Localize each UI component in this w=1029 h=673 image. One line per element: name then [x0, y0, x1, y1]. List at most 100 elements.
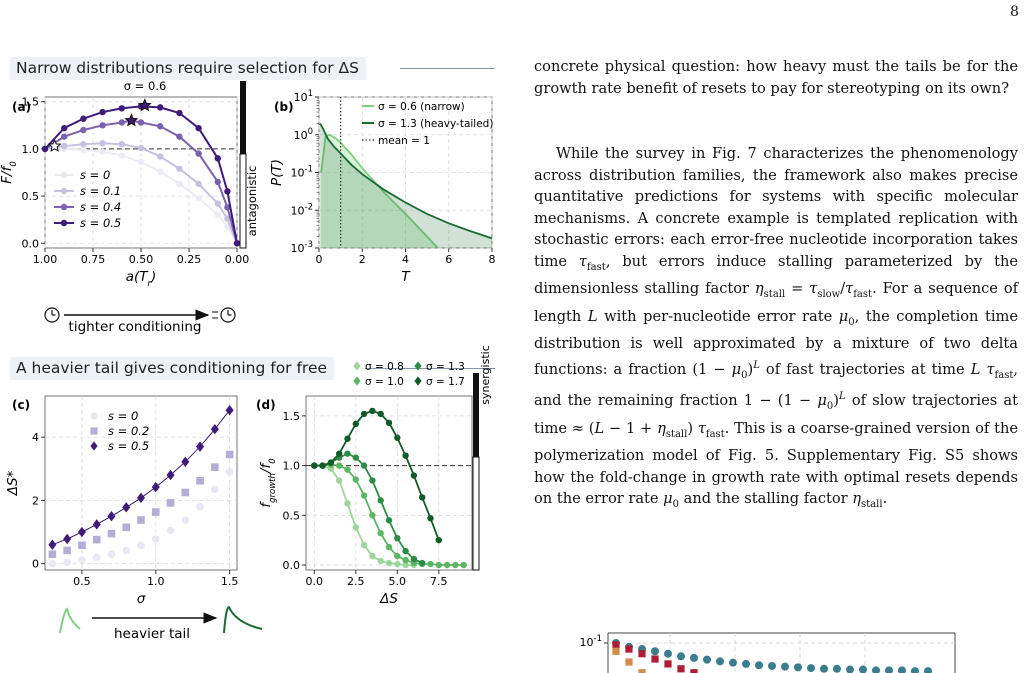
- data-point: [352, 524, 359, 531]
- synergistic-bar-fill: [473, 373, 479, 457]
- x-tick-label: 7.5: [430, 575, 448, 588]
- data-point: [60, 187, 68, 195]
- data-point: [394, 560, 401, 568]
- data-point: [63, 546, 71, 555]
- data-point: [394, 534, 401, 542]
- data-point: [210, 424, 219, 435]
- antagonistic-bar-fill: [240, 81, 246, 154]
- y-tick-label: 0.0: [283, 559, 301, 572]
- data-point: [414, 361, 422, 371]
- data-point: [224, 188, 231, 195]
- y-tick-label: 100: [294, 127, 313, 142]
- data-point: [402, 547, 409, 555]
- plot-frame: [44, 395, 238, 571]
- data-point: [195, 124, 202, 132]
- legend-label: σ = 1.3: [426, 361, 465, 373]
- data-point: [92, 553, 101, 562]
- data-point: [336, 450, 343, 457]
- y-axis-label: fgrowth/f0: [258, 458, 278, 507]
- y-tick-label: 0.0: [22, 237, 40, 250]
- data-point: [166, 526, 175, 535]
- paragraph-1: concrete physical question: how heavy mu…: [534, 58, 1018, 97]
- data-point: [196, 441, 205, 452]
- legend-label: σ = 1.7: [426, 376, 465, 388]
- data-point: [137, 144, 145, 152]
- data-point: [443, 561, 451, 569]
- data-point: [92, 519, 101, 530]
- data-point: [377, 530, 384, 537]
- optimum-star-icon: [137, 98, 152, 112]
- data-point: [151, 481, 160, 493]
- data-point: [794, 663, 802, 672]
- panel-c: 0.5 1.0 1.5 0 2 4 σ ΔS* s = 0s = 0.2s = 0.5: [5, 395, 239, 607]
- legend-label: σ = 1.3 (heavy-tailed): [378, 118, 493, 130]
- panel-d: 0.0 2.5 5.0 7.5 0.0 0.5 1.0 1.5 ΔS fgrowth/f0 σ = …: [258, 361, 473, 607]
- series-area: [320, 123, 492, 248]
- legend-label: s = 0: [80, 168, 110, 182]
- data-point: [166, 499, 175, 507]
- clock-fast-icon: [212, 307, 236, 323]
- data-point: [176, 180, 183, 188]
- data-point: [211, 485, 219, 494]
- data-point: [377, 497, 384, 504]
- data-point: [394, 434, 401, 441]
- panel-label-b: (b): [274, 100, 294, 114]
- series-line: [44, 105, 238, 244]
- data-point: [385, 419, 393, 427]
- legend-label: s = 0.5: [108, 439, 149, 453]
- chart-title: σ = 0.6: [124, 79, 167, 93]
- data-point: [60, 133, 68, 140]
- data-point: [369, 477, 376, 484]
- data-point: [214, 211, 221, 219]
- optimum-star-icon: [124, 113, 139, 127]
- data-point: [196, 476, 204, 485]
- legend-label: σ = 0.8: [365, 361, 404, 373]
- data-point: [60, 203, 68, 211]
- data-point: [225, 405, 234, 416]
- data-point: [176, 165, 183, 172]
- data-point: [48, 559, 57, 568]
- synergistic-label: synergistic: [479, 345, 492, 405]
- data-point: [612, 641, 620, 649]
- data-point: [157, 168, 164, 175]
- section-rule: [365, 368, 495, 369]
- data-point: [60, 219, 68, 227]
- data-point: [137, 541, 145, 550]
- data-point: [99, 108, 106, 116]
- x-axis-label: a(Tr): [126, 269, 157, 289]
- figure: (a) (b) (c) (d) 1.00 0.75 0.50 0.25 0.000.00…: [0, 79, 496, 642]
- data-point: [651, 655, 659, 663]
- synergistic-bar-outline: [472, 456, 480, 571]
- data-point: [385, 517, 393, 524]
- y-tick-label: 10-3: [291, 240, 313, 255]
- data-point: [195, 150, 202, 157]
- y-tick-label: 1.5: [283, 410, 301, 423]
- data-point: [360, 462, 368, 469]
- x-tick-label: 1.5: [221, 575, 239, 588]
- data-point: [99, 122, 106, 129]
- plot-frame: [305, 395, 473, 571]
- data-point: [319, 462, 326, 469]
- data-point: [690, 669, 698, 673]
- data-point: [196, 502, 204, 511]
- data-point: [385, 543, 393, 551]
- data-point: [677, 665, 685, 673]
- data-point: [452, 561, 459, 569]
- clock-icon: [44, 307, 60, 323]
- data-point: [690, 653, 698, 662]
- data-point: [807, 664, 815, 673]
- data-point: [898, 666, 906, 673]
- data-point: [176, 133, 183, 140]
- panel-label-a: (a): [12, 100, 31, 114]
- x-tick-label: 4: [402, 253, 409, 266]
- data-point: [151, 508, 160, 516]
- data-point: [63, 533, 72, 545]
- data-point: [80, 126, 87, 134]
- heavy-distribution-icon: [223, 605, 263, 634]
- data-point: [118, 119, 126, 126]
- data-point: [107, 529, 116, 538]
- data-point: [181, 516, 190, 524]
- data-point: [60, 124, 68, 132]
- antagonistic-label: antagonistic: [245, 166, 259, 237]
- section-title-heavy: A heavier tail gives conditioning for fr…: [10, 357, 335, 380]
